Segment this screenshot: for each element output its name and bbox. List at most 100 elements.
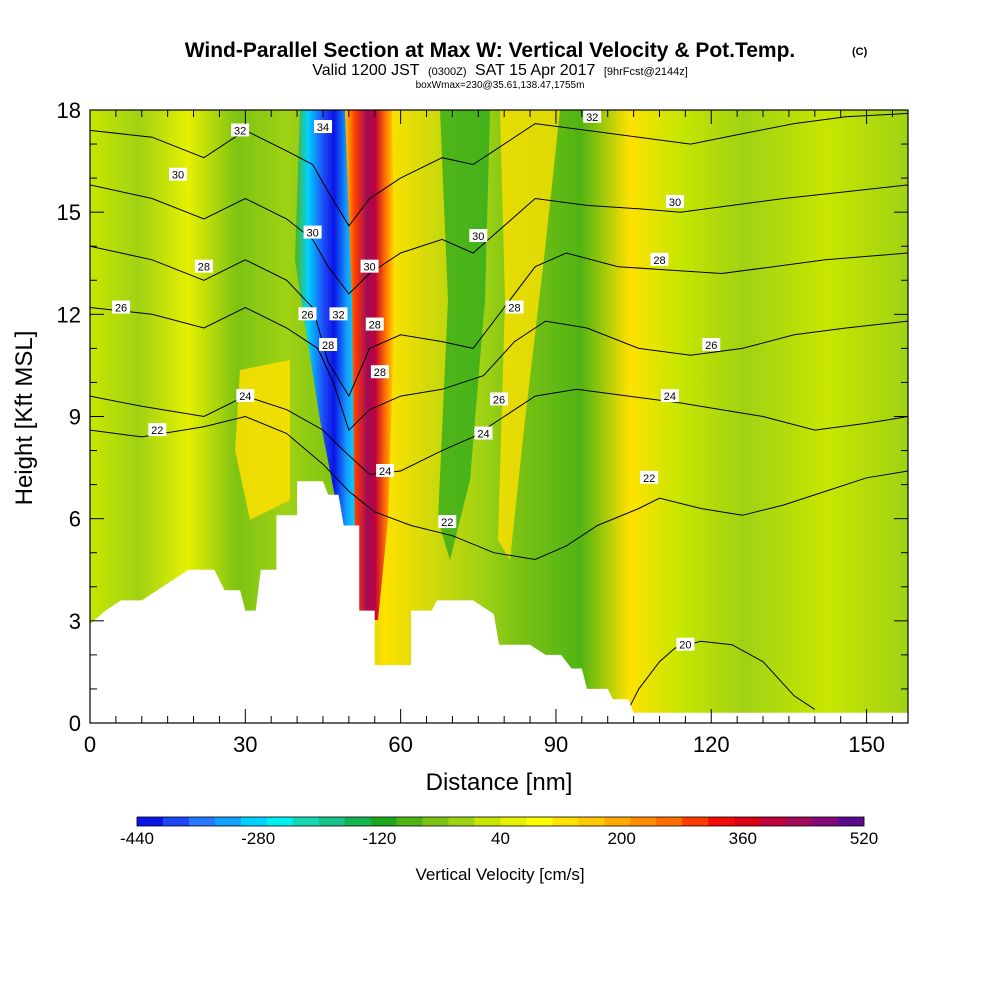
colorbar-swatch (656, 817, 683, 826)
colorbar-tick-label: -280 (241, 829, 275, 848)
downdraft-band (295, 110, 360, 548)
contour-label-text: 28 (369, 320, 381, 332)
subtitle-box: boxWmax=230@35.61,138.47,1755m (416, 80, 585, 91)
colorbar-swatch (630, 817, 657, 826)
contour-label-text: 24 (239, 391, 251, 403)
x-tick-label: 60 (388, 732, 412, 757)
theta-contour-24 (90, 388, 908, 475)
subtitle-fcst: [9hrFcst@2144z] (604, 66, 688, 78)
contour-label: 26 (702, 337, 721, 352)
colorbar-tick-label: 200 (607, 829, 635, 848)
y-tick-label: 9 (69, 405, 81, 430)
y-tick-label: 6 (69, 507, 81, 532)
contour-label-text: 26 (115, 303, 127, 315)
colorbar-swatch (162, 817, 190, 826)
colorbar-swatch (578, 817, 605, 826)
subtitle-valid: Valid 1200 JST (312, 62, 420, 79)
y-tick-label: 18 (57, 98, 81, 123)
contour-label: 32 (583, 110, 602, 124)
contour-label: 32 (329, 307, 348, 321)
contour-label: 26 (112, 300, 131, 315)
colorbar-swatch (422, 817, 449, 826)
theta-contour-32 (90, 112, 908, 227)
contour-label: 20 (676, 637, 695, 652)
y-axis: 0 3 6 9 12 15 18 (57, 98, 908, 736)
subtitle-zulu: (0300Z) (428, 66, 467, 78)
colorbar-swatch (188, 817, 216, 826)
colorbar-swatch (318, 817, 346, 826)
contour-label-text: 22 (643, 473, 655, 485)
contour-label-text: 20 (679, 640, 691, 652)
colorbar-swatch (552, 817, 579, 826)
contour-label: 24 (236, 389, 255, 403)
colorbar-swatch (734, 817, 761, 826)
contour-label-text: 28 (322, 340, 334, 352)
colorbar-swatch (604, 817, 631, 826)
colorbar-swatch (682, 817, 709, 826)
colorbar-tick-label: 360 (729, 829, 757, 848)
contour-label: 22 (148, 423, 167, 437)
y-axis-label: Height [Kft MSL] (11, 331, 38, 506)
colorbar-swatch (786, 817, 813, 826)
colorbar-swatch (474, 817, 501, 826)
contour-label: 28 (319, 337, 338, 352)
contour-label-text: 26 (705, 340, 717, 352)
chart-title: Wind-Parallel Section at Max W: Vertical… (185, 39, 796, 62)
y-tick-label: 0 (69, 711, 81, 736)
contour-label-text: 34 (317, 122, 329, 134)
contour-label-text: 28 (374, 367, 386, 379)
terrain (90, 481, 908, 723)
contour-label: 30 (666, 194, 685, 209)
theta-contour-26 (90, 306, 908, 432)
contour-label-text: 32 (332, 309, 344, 321)
contour-label: 24 (474, 426, 493, 441)
contour-label-text: 30 (363, 262, 375, 274)
colorbar-tick-label: 520 (850, 829, 878, 848)
contour-label: 28 (365, 317, 384, 332)
x-tick-label: 90 (544, 732, 568, 757)
rising-band-east (498, 110, 560, 560)
x-axis: 0 30 60 90 120 150 (84, 110, 893, 757)
contour-label-text: 30 (669, 197, 681, 209)
theta-contour-20 (627, 640, 816, 710)
contour-label: 28 (194, 259, 213, 274)
x-tick-label: 150 (848, 732, 885, 757)
colorbar-swatch (708, 817, 735, 826)
updraft-band (345, 110, 395, 620)
colorbar-swatch (344, 817, 371, 826)
x-tick-label: 0 (84, 732, 96, 757)
x-tick-label: 30 (233, 732, 257, 757)
colorbar-label: Vertical Velocity [cm/s] (415, 865, 584, 884)
contour-label: 30 (303, 225, 322, 240)
contour-label-text: 32 (234, 125, 246, 137)
contour-label: 28 (650, 252, 669, 267)
colorbar-swatch (266, 817, 294, 826)
contour-label-text: 28 (508, 303, 520, 315)
contour-label-text: 22 (441, 517, 453, 529)
colorbar-swatch (760, 817, 787, 826)
contour-label: 32 (231, 123, 250, 137)
y-tick-label: 3 (69, 609, 81, 634)
contour-label: 24 (660, 389, 679, 403)
colorbar-tick-label: -120 (362, 829, 396, 848)
theta-contour-22 (90, 415, 908, 561)
contour-label-text: 32 (586, 112, 598, 124)
contour-label: 28 (505, 300, 524, 315)
contour-label-text: 24 (477, 429, 489, 441)
contour-label: 22 (438, 515, 457, 529)
colorbar-swatch (137, 817, 164, 826)
contour-labels: 32 34 32 30 30 30 30 30 28 28 28 26 26 32 28 28 26 28 24 24… (112, 110, 721, 652)
contour-label-text: 30 (306, 228, 318, 240)
colorbar-swatch (838, 817, 865, 826)
sinking-band-east (438, 110, 490, 560)
x-axis-label: Distance [nm] (426, 769, 573, 796)
colorbar-swatch (292, 817, 320, 826)
x-tick-label: 120 (693, 732, 730, 757)
colorbar-swatch (526, 817, 553, 826)
contour-label-text: 30 (472, 231, 484, 243)
contour-label: 34 (313, 120, 332, 134)
contour-label: 28 (370, 365, 389, 379)
colorbar-swatch (812, 817, 839, 826)
colorbar-swatch (500, 817, 527, 826)
